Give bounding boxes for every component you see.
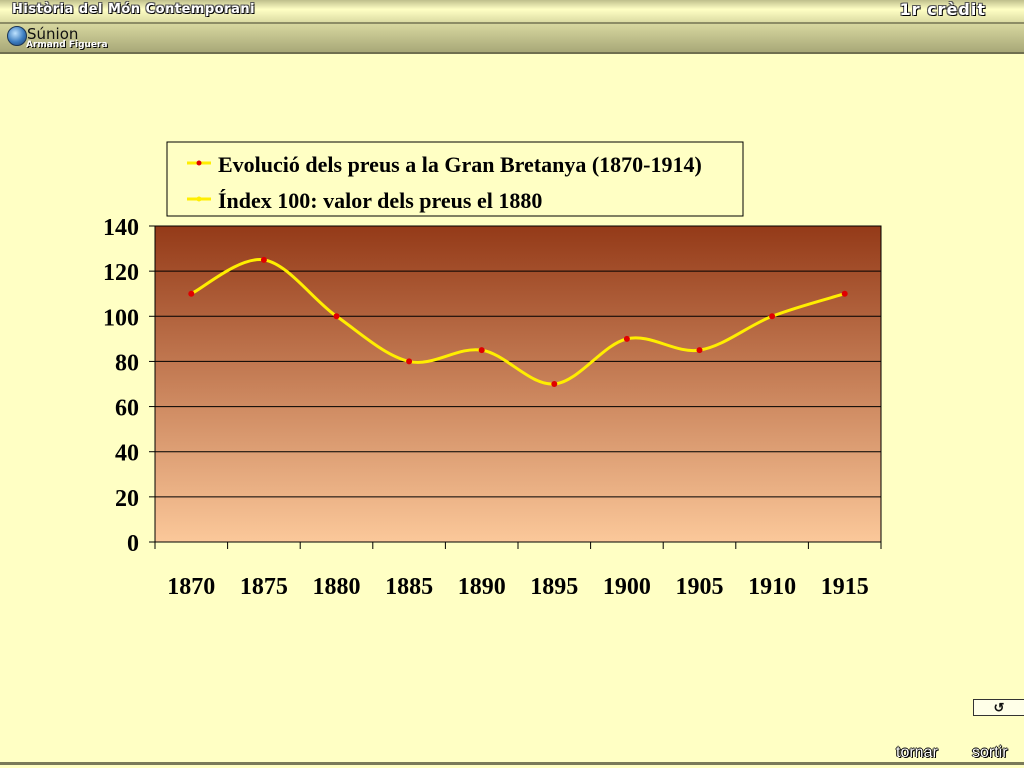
data-point: [478, 347, 485, 354]
y-tick-label: 0: [127, 531, 139, 557]
x-tick-label: 1870: [167, 574, 215, 600]
header-divider: [0, 22, 1024, 24]
data-point: [623, 335, 630, 342]
logo-name: Súnion: [27, 25, 79, 43]
undo-icon[interactable]: ↺: [973, 699, 1024, 716]
y-tick-label: 100: [103, 305, 139, 331]
x-tick-label: 1900: [603, 574, 651, 600]
y-tick-label: 20: [115, 486, 139, 512]
data-point: [696, 347, 703, 354]
legend-marker-swatch-1: [196, 160, 202, 166]
exit-link[interactable]: sortir: [972, 744, 1008, 761]
chart-legend: Evolució dels preus a la Gran Bretanya (…: [166, 141, 744, 217]
legend-box: [166, 141, 744, 217]
x-tick-label: 1910: [748, 574, 796, 600]
data-point: [769, 313, 776, 320]
x-tick-label: 1895: [530, 574, 578, 600]
data-markers: [188, 256, 848, 387]
data-point: [260, 256, 267, 263]
x-tick-label: 1890: [458, 574, 506, 600]
plot-area: [154, 225, 882, 543]
data-point: [551, 381, 558, 387]
y-tick-label: 40: [115, 441, 139, 467]
data-point: [841, 290, 848, 297]
x-tick-label: 1875: [240, 574, 288, 600]
app-header: Història del Món Contemporani 1r crèdit …: [0, 0, 1024, 54]
course-title: Història del Món Contemporani: [12, 2, 256, 17]
data-point: [406, 358, 413, 365]
price-series-line: [190, 258, 846, 386]
back-link[interactable]: tornar: [896, 744, 938, 761]
grid-lines: [155, 270, 881, 498]
x-tick-label: 1915: [821, 574, 869, 600]
y-tick-label: 120: [103, 260, 139, 286]
y-tick-label: 140: [103, 215, 139, 241]
legend-entry-1: Evolució dels preus a la Gran Bretanya (…: [218, 152, 702, 177]
legend-entry-2: Índex 100: valor dels preus el 1880: [218, 188, 542, 213]
y-tick-label: 80: [115, 350, 139, 376]
x-tick-label: 1885: [385, 574, 433, 600]
globe-logo-icon: [7, 26, 27, 46]
footer-divider: [0, 762, 1024, 765]
logo-author: Armand Figuera: [26, 40, 108, 50]
data-point: [333, 313, 340, 320]
legend-marker-swatch-2: [196, 196, 202, 202]
x-axis: 1870 1875 1880 1885 1890 1895 1900 1905 1910 1915: [154, 542, 882, 600]
credit-label: 1r crèdit: [899, 0, 986, 19]
data-point: [188, 290, 195, 297]
x-tick-label: 1905: [676, 574, 724, 600]
y-axis: 0 20 40 60 80 100 120 140: [103, 215, 155, 557]
y-tick-label: 60: [115, 396, 139, 422]
x-tick-label: 1880: [313, 574, 361, 600]
